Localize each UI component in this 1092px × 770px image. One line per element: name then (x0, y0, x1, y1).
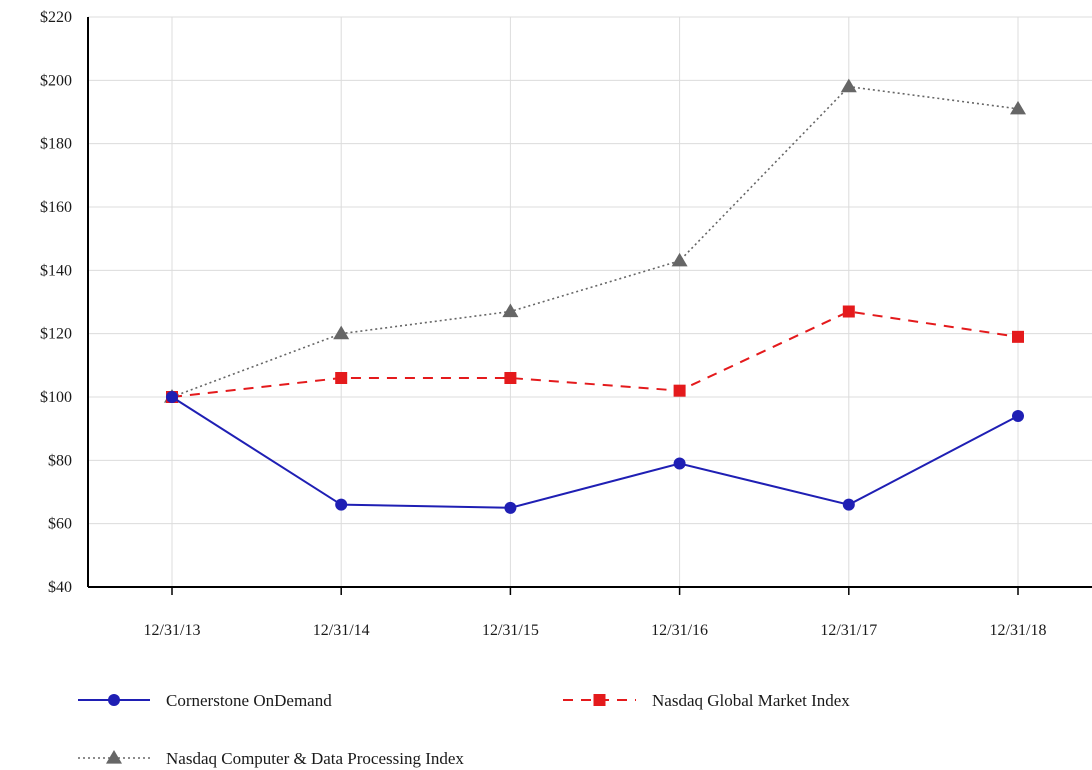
y-tick-label: $160 (40, 199, 72, 216)
x-tick-labels: 12/31/13 12/31/14 12/31/15 12/31/16 12/31/17… (144, 622, 1047, 639)
legend: Cornerstone OnDemand Nasdaq Global Market… (78, 691, 850, 768)
data-point-marker (335, 498, 348, 511)
data-point-marker (504, 501, 517, 514)
axes (87, 17, 1092, 588)
y-tick-label: $40 (48, 579, 72, 596)
data-point-marker (673, 457, 686, 470)
data-point-marker (840, 78, 857, 93)
series-line (171, 310, 1019, 398)
data-point-marker (842, 498, 855, 511)
data-point-marker (1012, 410, 1024, 422)
legend-label: Nasdaq Global Market Index (652, 691, 850, 710)
series-triangle-group (164, 78, 1026, 403)
data-point-marker (842, 305, 855, 318)
legend-label: Nasdaq Computer & Data Processing Index (166, 749, 464, 768)
data-point-marker (1010, 100, 1026, 115)
legend-item: Nasdaq Computer & Data Processing Index (78, 749, 464, 768)
series-line (171, 396, 1019, 509)
x-tick-label: 12/31/18 (990, 622, 1047, 639)
data-point-marker (166, 391, 178, 403)
series (164, 78, 1026, 514)
legend-label: Cornerstone OnDemand (166, 691, 332, 710)
grid (88, 16, 1092, 595)
legend-marker (593, 694, 606, 706)
data-point-marker (335, 372, 348, 384)
x-tick-label: 12/31/13 (144, 622, 201, 639)
data-point-marker (671, 252, 688, 267)
y-tick-label: $200 (40, 72, 72, 89)
y-tick-label: $120 (40, 326, 72, 343)
data-point-marker (333, 325, 350, 340)
y-tick-label: $80 (48, 452, 72, 469)
y-tick-label: $100 (40, 389, 72, 406)
legend-marker (108, 694, 120, 706)
y-tick-label: $220 (40, 9, 72, 26)
x-tick-label: 12/31/15 (482, 622, 539, 639)
x-tick-label: 12/31/16 (651, 622, 708, 639)
legend-item: Nasdaq Global Market Index (563, 691, 850, 710)
y-tick-label: $60 (48, 516, 72, 533)
data-point-marker (1012, 330, 1024, 343)
data-point-marker (673, 384, 686, 397)
y-tick-labels: $40 $60 $80 $100 $120 $140 $160 $180 $200 $220 (40, 9, 72, 596)
legend-marker (106, 750, 122, 764)
legend-item: Cornerstone OnDemand (78, 691, 332, 710)
x-tick-label: 12/31/17 (820, 622, 877, 639)
series-square-group (166, 305, 1024, 403)
y-tick-label: $180 (40, 136, 72, 153)
y-tick-label: $140 (40, 262, 72, 279)
data-point-marker (504, 372, 517, 384)
x-tick-label: 12/31/14 (313, 622, 370, 639)
series-line (171, 85, 1019, 398)
series-circle-group (166, 391, 1024, 514)
data-point-marker (502, 303, 519, 318)
